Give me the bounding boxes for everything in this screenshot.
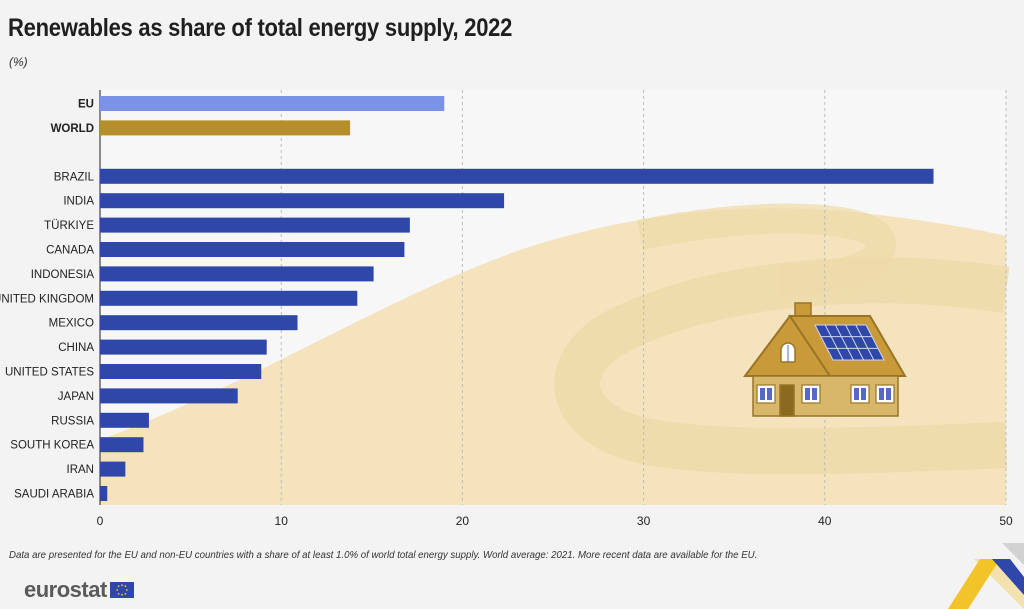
- eurostat-corner-mark-icon: [948, 543, 1024, 609]
- chart-title: Renewables as share of total energy supp…: [8, 14, 513, 42]
- eurostat-logo[interactable]: eurostat: [24, 577, 134, 603]
- bar-mexico: [100, 315, 298, 331]
- bar-world: [100, 120, 351, 136]
- x-tick-50: 50: [999, 514, 1013, 528]
- label-eu: EU: [78, 99, 94, 111]
- house-illustration: [743, 302, 907, 417]
- label-indonesia: INDONESIA: [31, 269, 95, 281]
- bars: [100, 96, 934, 501]
- label-india: INDIA: [63, 196, 94, 208]
- bar-united-kingdom: [100, 290, 358, 306]
- bar-brazil: [100, 168, 934, 184]
- bar-saudi-arabia: [100, 486, 108, 501]
- label-brazil: BRAZIL: [54, 171, 95, 183]
- label-russia: RUSSIA: [51, 415, 94, 427]
- bar-japan: [100, 388, 238, 404]
- bar-indonesia: [100, 266, 374, 282]
- footnote: Data are presented for the EU and non-EU…: [9, 549, 758, 561]
- bar-china: [100, 339, 267, 355]
- bar-iran: [100, 461, 126, 477]
- label-world: WORLD: [51, 123, 94, 135]
- label-japan: JAPAN: [58, 391, 94, 403]
- bar-south-korea: [100, 437, 144, 453]
- bar-united-states: [100, 364, 262, 379]
- x-tick-20: 20: [456, 514, 470, 528]
- label-china: CHINA: [58, 342, 94, 354]
- label-turkiye: TÜRKIYE: [44, 220, 94, 232]
- eu-flag-icon: [109, 582, 134, 598]
- bar-turkiye: [100, 217, 410, 233]
- x-tick-10: 10: [275, 514, 289, 528]
- category-labels: EU WORLD BRAZIL INDIA TÜRKIYE CANADA INDONESIA…: [0, 99, 95, 501]
- bar-canada: [100, 242, 405, 257]
- x-tick-40: 40: [818, 514, 832, 528]
- x-tick-30: 30: [637, 514, 651, 528]
- bar-chart: EU WORLD BRAZIL INDIA TÜRKIYE CANADA INDONESIA…: [0, 90, 1013, 528]
- bar-russia: [100, 412, 149, 428]
- x-tick-0: 0: [97, 514, 104, 528]
- bar-india: [100, 193, 505, 209]
- label-mexico: MEXICO: [49, 318, 94, 330]
- label-united-states: UNITED STATES: [5, 367, 94, 379]
- label-south-korea: SOUTH KOREA: [10, 440, 94, 452]
- unit-label: (%): [9, 55, 28, 69]
- logo-text: eurostat: [24, 577, 107, 602]
- label-iran: IRAN: [67, 464, 94, 476]
- label-united-kingdom: UNITED KINGDOM: [0, 293, 94, 305]
- label-saudi-arabia: SAUDI ARABIA: [14, 489, 94, 501]
- bar-eu: [100, 96, 445, 111]
- label-canada: CANADA: [46, 245, 94, 257]
- x-tick-labels: 0 10 20 30 40 50: [97, 514, 1013, 528]
